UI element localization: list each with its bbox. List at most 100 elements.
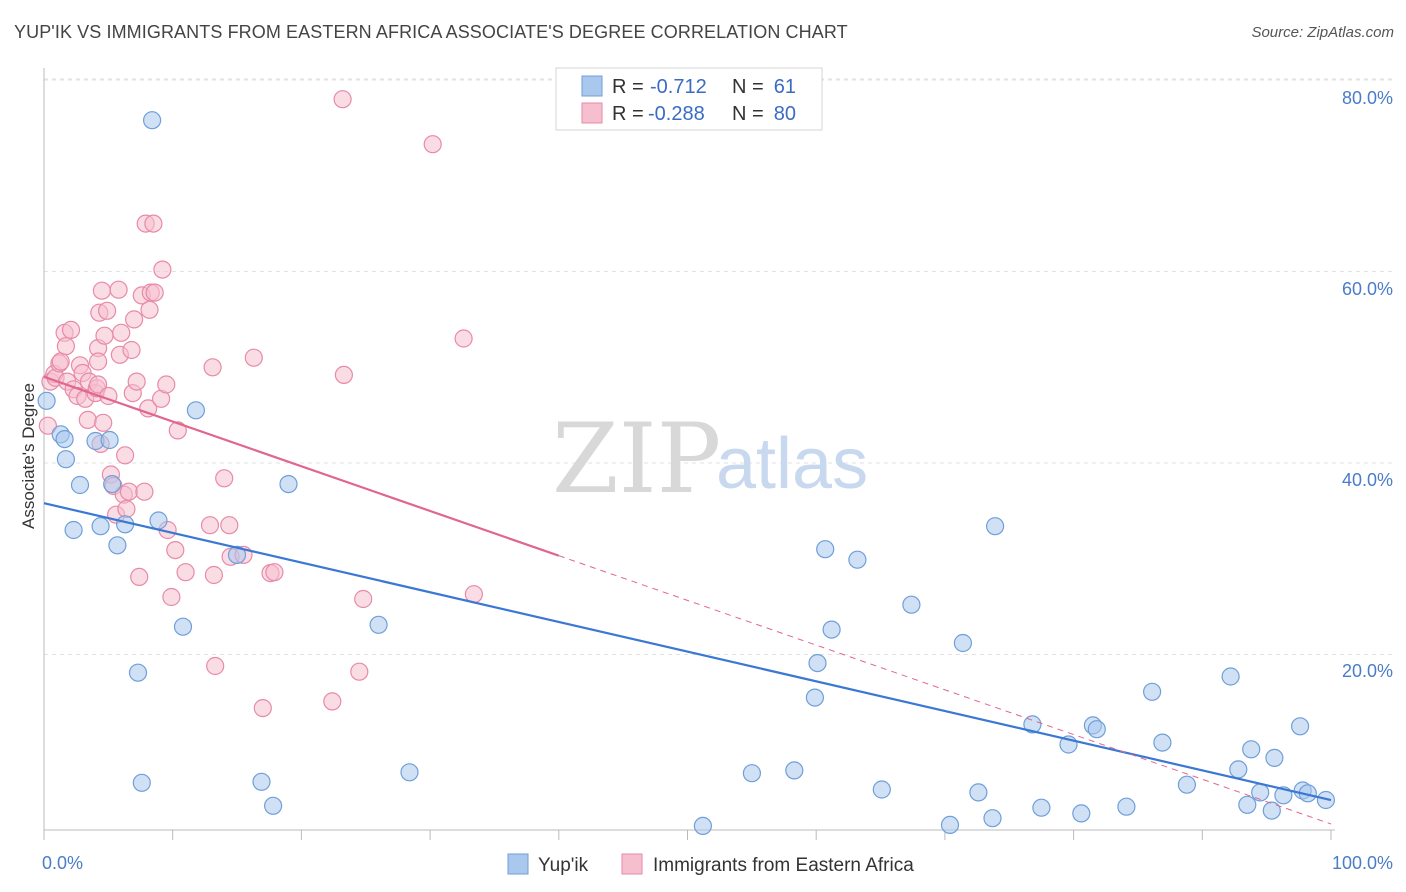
point-eastern-africa	[215, 469, 234, 488]
y-tick-label: 20.0%	[1342, 661, 1393, 681]
point-eastern-africa	[112, 323, 131, 342]
point-yupik	[983, 809, 1002, 828]
y-tick-label: 40.0%	[1342, 470, 1393, 490]
point-yupik	[149, 511, 168, 530]
legend-swatch-yupik	[581, 75, 603, 97]
y-tick-label: 80.0%	[1342, 88, 1393, 108]
point-yupik	[1032, 798, 1051, 817]
point-eastern-africa	[350, 662, 369, 681]
trend-line-yupik	[43, 502, 1332, 802]
point-yupik	[1238, 795, 1257, 814]
point-yupik	[1177, 775, 1197, 794]
watermark: ZIP atlas	[552, 403, 868, 515]
point-eastern-africa	[94, 413, 113, 432]
legend-swatch-eastern-africa	[581, 102, 603, 124]
trend-line-eastern-africa	[43, 375, 560, 557]
point-eastern-africa	[253, 698, 272, 718]
bottom-legend-label-eastern-africa: Immigrants from Eastern Africa	[653, 855, 914, 876]
point-yupik	[128, 663, 148, 682]
point-yupik	[940, 815, 960, 835]
point-yupik	[143, 111, 162, 130]
point-yupik	[227, 545, 247, 565]
point-eastern-africa	[334, 365, 353, 384]
bottom-legend-label-yupik: Yup'ik	[538, 855, 589, 876]
point-eastern-africa	[97, 301, 117, 320]
x-tick-label-max: 100.0%	[1332, 853, 1393, 873]
point-yupik	[186, 401, 205, 420]
point-yupik	[103, 475, 122, 494]
x-axis-ticks	[43, 830, 1332, 840]
point-eastern-africa	[157, 375, 176, 394]
point-yupik	[1072, 804, 1091, 823]
point-eastern-africa	[88, 352, 108, 371]
trend-line-eastern-africa-dashed	[558, 555, 1332, 825]
point-yupik	[1290, 717, 1310, 736]
legend-n-label: N =	[732, 103, 764, 125]
point-eastern-africa	[88, 375, 108, 394]
point-yupik	[1221, 667, 1240, 686]
point-yupik	[816, 540, 835, 559]
bottom-legend-swatch-eastern-africa	[621, 853, 643, 875]
point-yupik	[1242, 740, 1261, 759]
trend-lines	[43, 375, 1332, 825]
point-yupik	[1117, 797, 1136, 816]
series-eastern-africa-points	[38, 90, 483, 718]
point-yupik	[279, 475, 298, 494]
point-eastern-africa	[200, 516, 220, 535]
point-yupik	[902, 595, 921, 614]
point-eastern-africa	[130, 567, 149, 587]
point-yupik	[108, 536, 127, 555]
x-tick-label-min: 0.0%	[42, 853, 83, 873]
y-tick-label: 60.0%	[1342, 279, 1393, 299]
point-eastern-africa	[354, 589, 373, 609]
point-eastern-africa	[454, 329, 473, 348]
point-yupik	[100, 430, 119, 450]
legend-r-label: R =	[612, 76, 644, 98]
point-yupik	[400, 763, 419, 782]
point-eastern-africa	[145, 283, 164, 302]
point-eastern-africa	[203, 358, 222, 377]
legend-r-label: R =	[612, 103, 644, 125]
point-yupik	[969, 783, 988, 802]
point-eastern-africa	[125, 310, 144, 329]
gridlines	[44, 78, 1392, 655]
chart-title: YUP'IK VS IMMIGRANTS FROM EASTERN AFRICA…	[14, 22, 848, 42]
point-eastern-africa	[168, 421, 187, 440]
point-yupik	[64, 520, 83, 540]
watermark-zip: ZIP	[552, 403, 721, 515]
point-eastern-africa	[244, 348, 263, 367]
legend-r-value: -0.712	[650, 76, 707, 98]
point-eastern-africa	[140, 300, 159, 319]
point-eastern-africa	[109, 280, 128, 299]
point-yupik	[822, 620, 841, 639]
legend-box: R = -0.712 N = 61 R = -0.288 N = 80	[555, 67, 823, 131]
point-eastern-africa	[333, 90, 352, 109]
point-yupik	[1262, 801, 1281, 820]
point-yupik	[37, 391, 56, 410]
point-yupik	[872, 780, 891, 799]
point-eastern-africa	[153, 260, 172, 279]
point-yupik	[848, 550, 867, 569]
source-label: Source: ZipAtlas.com	[1251, 24, 1394, 41]
point-yupik	[1229, 760, 1248, 779]
point-yupik	[55, 430, 74, 449]
y-tick-labels: 20.0% 40.0% 60.0% 80.0%	[1342, 88, 1393, 681]
point-eastern-africa	[56, 337, 76, 356]
point-eastern-africa	[220, 516, 239, 535]
point-yupik	[805, 688, 825, 707]
watermark-atlas: atlas	[716, 424, 868, 504]
legend-n-label: N =	[732, 76, 764, 98]
point-eastern-africa	[423, 135, 442, 154]
point-eastern-africa	[144, 214, 163, 233]
point-yupik	[369, 615, 388, 634]
point-eastern-africa	[115, 446, 135, 465]
point-yupik	[742, 764, 762, 783]
point-yupik	[264, 796, 283, 815]
point-eastern-africa	[166, 540, 185, 560]
point-eastern-africa	[323, 692, 342, 711]
point-yupik	[1265, 748, 1284, 768]
bottom-legend-swatch-yupik	[507, 853, 529, 875]
point-yupik	[70, 475, 90, 495]
legend-n-value: 61	[774, 76, 796, 98]
